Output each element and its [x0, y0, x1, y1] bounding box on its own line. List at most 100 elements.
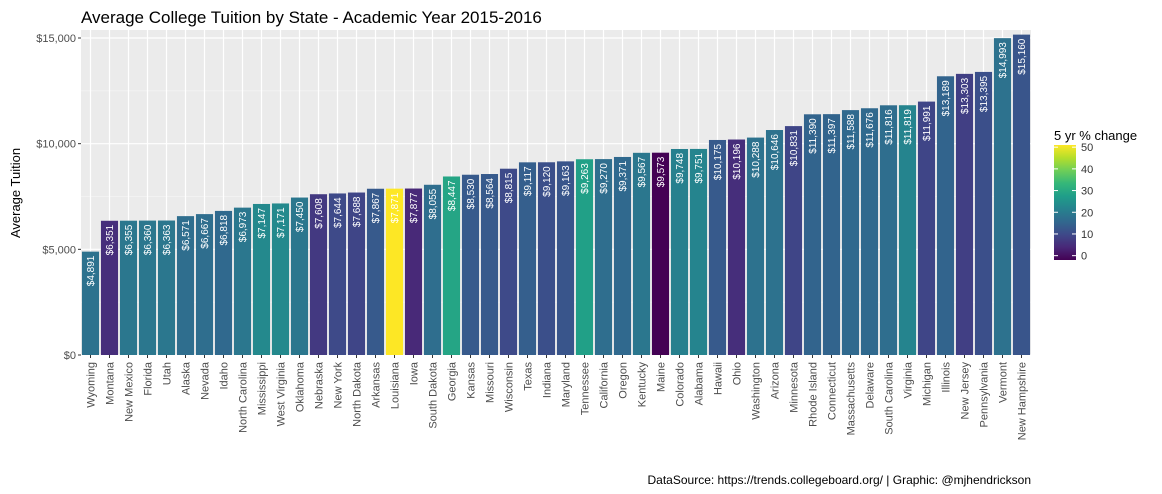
bar-value-label: $8,530	[466, 178, 477, 209]
bar	[898, 105, 917, 356]
x-tick-label: North Carolina	[238, 361, 250, 433]
bar	[252, 203, 271, 355]
bar-value-label: $6,363	[162, 224, 173, 255]
x-axis: Wyoming Montana New Mexico Florida Utah Alask…	[86, 355, 1029, 440]
bar	[841, 110, 860, 355]
bar	[347, 192, 366, 355]
bar-value-label: $7,644	[333, 197, 344, 228]
bar-value-label: $8,447	[447, 180, 458, 211]
y-tick-label: $15,000	[36, 33, 76, 45]
bar-value-label: $9,270	[599, 163, 610, 194]
bar-value-label: $7,171	[276, 207, 287, 238]
x-tick-label: Missouri	[485, 362, 497, 403]
x-tick-label: Kentucky	[637, 362, 649, 408]
bar-value-label: $7,147	[257, 208, 268, 239]
x-tick-label: Ohio	[732, 362, 744, 385]
x-tick-label: Maine	[656, 362, 668, 392]
bar-value-label: $9,573	[656, 156, 667, 187]
bar	[499, 168, 518, 355]
x-tick-label: Maryland	[561, 362, 573, 407]
x-tick-label: Texas	[523, 362, 535, 391]
legend-tick-label: 20	[1081, 207, 1093, 219]
bar	[328, 193, 347, 355]
x-tick-label: New Hampshire	[1017, 362, 1029, 440]
bar-value-label: $8,815	[504, 172, 515, 203]
bar	[670, 148, 689, 355]
bar-value-label: $13,189	[941, 80, 952, 117]
bar	[727, 139, 746, 355]
bar	[765, 130, 784, 355]
x-tick-label: Oregon	[618, 362, 630, 399]
bar	[746, 137, 765, 355]
bar	[214, 210, 233, 355]
bar	[423, 184, 442, 355]
bar-value-label: $7,867	[371, 192, 382, 223]
bar-value-label: $10,831	[789, 130, 800, 167]
bar-value-label: $6,571	[181, 220, 192, 251]
bar-value-label: $10,175	[713, 144, 724, 181]
x-tick-label: Tennessee	[580, 362, 592, 415]
bar	[803, 114, 822, 355]
x-tick-label: Oklahoma	[295, 361, 307, 412]
bars	[81, 34, 1031, 356]
x-tick-label: Nebraska	[314, 361, 326, 409]
x-tick-label: Arkansas	[371, 362, 383, 408]
legend-tick-label: 40	[1081, 164, 1093, 176]
x-tick-label: Georgia	[447, 361, 459, 401]
bar-value-label: $9,163	[561, 165, 572, 196]
bar-value-label: $7,608	[314, 198, 325, 229]
bar	[651, 152, 670, 355]
x-tick-label: Vermont	[998, 362, 1010, 403]
x-tick-label: Hawaii	[713, 362, 725, 395]
x-tick-label: New York	[333, 362, 345, 409]
x-tick-label: Idaho	[219, 362, 231, 390]
x-tick-label: Michigan	[922, 362, 934, 406]
x-tick-label: Connecticut	[827, 362, 839, 420]
bar-value-label: $10,646	[770, 134, 781, 171]
bar	[195, 214, 214, 355]
bar	[936, 76, 955, 356]
x-tick-label: Rhode Island	[808, 362, 820, 427]
bar-value-label: $11,819	[903, 109, 914, 145]
x-tick-label: Colorado	[675, 362, 687, 407]
bar-value-label: $7,871	[390, 192, 401, 223]
x-tick-label: Indiana	[542, 361, 554, 398]
x-tick-label: Virginia	[903, 361, 915, 398]
bar-value-label: $9,371	[618, 161, 629, 192]
bar	[366, 188, 385, 355]
bar	[556, 161, 575, 355]
legend-tick-label: 10	[1081, 229, 1093, 241]
bar-value-label: $6,355	[124, 224, 135, 255]
bar-value-label: $13,303	[960, 77, 971, 114]
x-tick-label: Delaware	[865, 362, 877, 408]
y-tick-label: $10,000	[36, 139, 76, 151]
bar-value-label: $7,450	[295, 201, 306, 232]
bar	[176, 216, 195, 355]
bar-value-label: $11,991	[922, 105, 933, 141]
x-tick-label: New Jersey	[960, 362, 972, 420]
x-tick-label: Nevada	[200, 361, 212, 400]
x-tick-label: Arizona	[770, 361, 782, 399]
x-tick-label: Alabama	[694, 361, 706, 405]
x-tick-label: California	[599, 361, 611, 408]
x-tick-label: Iowa	[409, 361, 421, 385]
bar-value-label: $9,117	[523, 166, 534, 196]
color-legend: 5 yr % change 0 10 20 30 40 50	[1054, 128, 1137, 263]
bar	[632, 152, 651, 355]
bar-value-label: $6,351	[105, 224, 116, 255]
bar-value-label: $6,973	[238, 211, 249, 242]
x-tick-label: Minnesota	[789, 361, 801, 413]
bar-value-label: $9,751	[694, 152, 705, 183]
bar	[879, 105, 898, 355]
x-tick-label: Utah	[162, 362, 174, 385]
bar	[537, 162, 556, 355]
bar-value-label: $11,816	[884, 109, 895, 145]
bar-value-label: $6,360	[143, 224, 154, 255]
bar-value-label: $11,676	[865, 112, 876, 148]
bar	[955, 73, 974, 355]
legend-tick-label: 50	[1081, 142, 1093, 154]
x-tick-label: Mississippi	[257, 362, 269, 415]
bar-value-label: $7,688	[352, 196, 363, 227]
bar	[689, 148, 708, 355]
bar	[309, 194, 328, 355]
